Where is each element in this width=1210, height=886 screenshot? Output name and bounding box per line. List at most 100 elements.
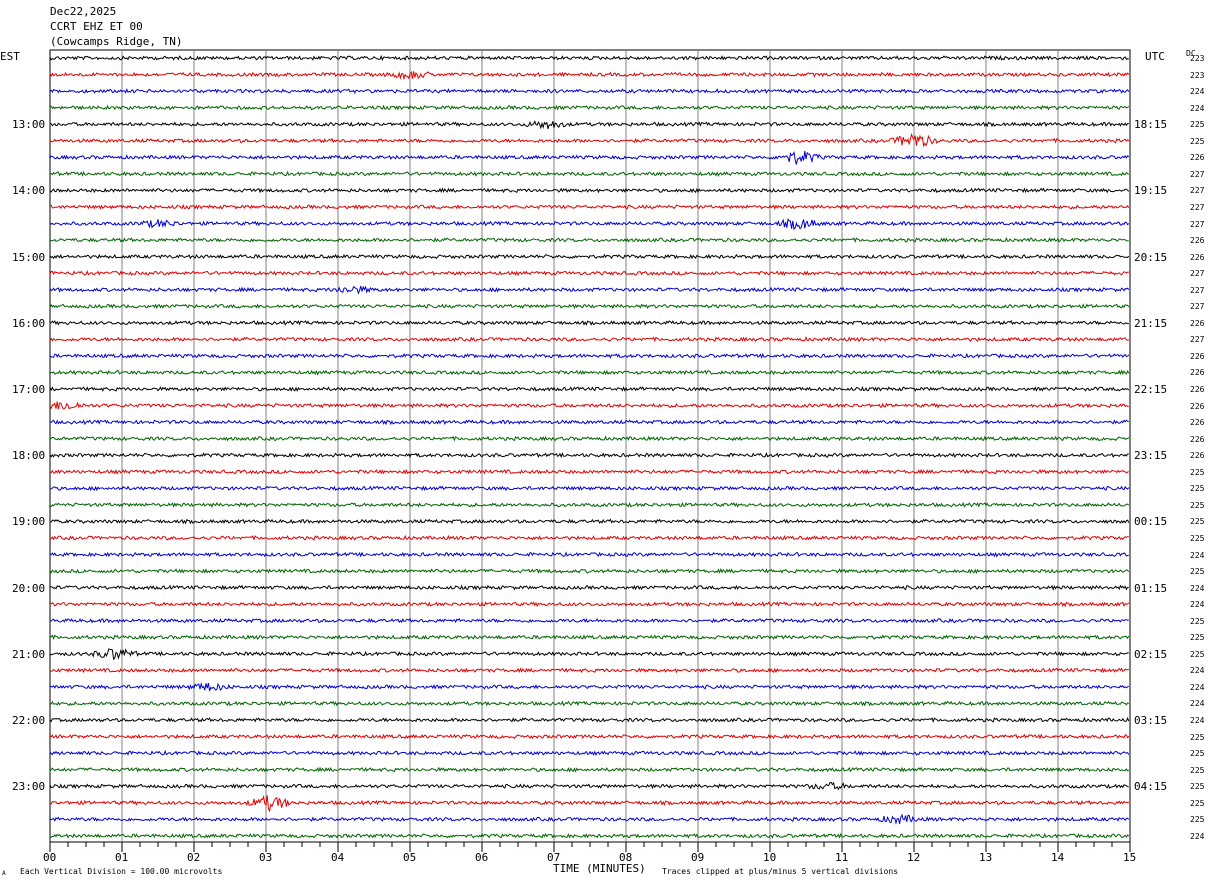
trace-row-44 (49, 781, 1129, 791)
dc-offset-value: 225 (1190, 749, 1205, 759)
dc-offset-value: 227 (1190, 302, 1205, 312)
trace-row-8 (49, 187, 1130, 194)
trace-row-34 (49, 617, 1129, 624)
trace-row-32 (49, 584, 1129, 591)
trace-row-1 (49, 70, 1130, 81)
right-time-label: 20:15 (1134, 250, 1168, 264)
dc-offset-value: 224 (1190, 682, 1205, 692)
trace-row-3 (49, 104, 1130, 111)
dc-offset-value: 225 (1190, 136, 1205, 146)
left-time-label: 22:00 (12, 714, 46, 727)
dc-offset-value: 226 (1190, 418, 1205, 428)
dc-offset-value: 227 (1190, 202, 1205, 212)
trace-row-11 (49, 236, 1129, 243)
right-time-label: 00:15 (1134, 515, 1168, 529)
x-tick-label: 08 (619, 851, 633, 864)
left-time-label: 15:00 (12, 250, 46, 264)
trace-row-23 (49, 435, 1130, 442)
dc-offset-value: 226 (1190, 401, 1205, 411)
left-time-label: 21:00 (12, 647, 46, 661)
trace-row-16 (49, 319, 1130, 326)
dc-offset-value: 225 (1190, 616, 1205, 626)
plot-frame (49, 49, 1131, 843)
trace-row-12 (49, 253, 1130, 260)
dc-offset-value: 226 (1190, 318, 1205, 328)
dc-offset-value: 226 (1190, 434, 1205, 444)
dc-offset-value: 223 (1190, 54, 1205, 63)
trace-row-45 (49, 795, 1129, 813)
x-tick-label: 12 (907, 851, 921, 864)
trace-row-28 (49, 518, 1130, 525)
trace-row-22 (49, 419, 1129, 426)
trace-row-31 (49, 567, 1130, 575)
x-tick-label: 07 (547, 851, 561, 864)
dc-offset-value: 224 (1190, 716, 1205, 725)
right-time-label: 18:15 (1134, 118, 1168, 132)
dc-offset-header: DC (1186, 49, 1196, 58)
trace-row-0 (49, 54, 1129, 62)
dc-offset-value: 226 (1190, 385, 1205, 394)
trace-row-26 (49, 485, 1130, 492)
dc-offset-value: 224 (1190, 87, 1205, 97)
station-location: (Cowcamps Ridge, TN) (50, 35, 183, 48)
trace-row-38 (49, 681, 1130, 692)
trace-row-9 (49, 203, 1130, 210)
dc-offset-value: 226 (1190, 236, 1205, 246)
plot-date: Dec22,2025 (50, 5, 117, 18)
dc-offset-value: 225 (1190, 500, 1205, 510)
right-time-label: 21:15 (1134, 316, 1168, 330)
x-tick-label: 13 (979, 851, 993, 864)
right-time-label: 03:15 (1134, 714, 1168, 727)
dc-offset-value: 227 (1190, 285, 1205, 295)
right-time-label: 19:15 (1134, 184, 1168, 198)
trace-row-37 (49, 667, 1129, 674)
trace-row-20 (49, 386, 1130, 392)
dc-offset-value: 227 (1190, 186, 1205, 196)
trace-row-39 (49, 700, 1130, 707)
dc-offset-value: 225 (1190, 732, 1205, 742)
x-tick-label: 00 (43, 851, 57, 864)
trace-row-10 (49, 218, 1130, 230)
dc-offset-value: 223 (1190, 70, 1205, 80)
trace-row-35 (49, 634, 1130, 641)
trace-row-4 (49, 120, 1129, 130)
trace-row-47 (50, 832, 1130, 839)
dc-offset-value: 224 (1190, 831, 1205, 841)
dc-offset-value: 225 (1190, 782, 1205, 792)
dc-offset-value: 227 (1190, 169, 1205, 179)
left-time-label: 14:00 (12, 184, 46, 198)
left-timezone-label: EST (0, 50, 20, 63)
left-time-label: 20:00 (12, 581, 46, 595)
trace-row-5 (49, 132, 1130, 148)
x-tick-label: 03 (259, 851, 273, 864)
left-time-label: 17:00 (12, 383, 46, 396)
dc-offset-value: 225 (1190, 517, 1205, 527)
trace-row-2 (49, 88, 1130, 94)
trace-row-30 (49, 551, 1129, 558)
dc-offset-value: 225 (1190, 567, 1205, 577)
station-id: CCRT EHZ ET 00 (50, 20, 143, 33)
right-time-label: 04:15 (1134, 780, 1168, 794)
dc-offset-value: 225 (1190, 120, 1205, 130)
trace-row-15 (49, 303, 1130, 310)
trace-row-18 (49, 352, 1130, 359)
dc-offset-value: 227 (1190, 335, 1205, 345)
x-tick-label: 10 (763, 851, 777, 864)
dc-offset-value: 224 (1190, 583, 1205, 593)
trace-row-24 (49, 451, 1129, 459)
trace-row-13 (49, 270, 1129, 277)
x-axis-title: TIME (MINUTES) (553, 862, 646, 875)
trace-row-25 (49, 468, 1129, 475)
trace-row-33 (49, 601, 1130, 608)
x-tick-label: 15 (1123, 851, 1137, 864)
x-tick-label: 14 (1051, 851, 1065, 864)
right-timezone-label: UTC (1145, 50, 1165, 63)
dc-offset-value: 226 (1190, 252, 1205, 262)
dc-offset-value: 224 (1190, 600, 1205, 610)
corner-mark: A (2, 870, 6, 877)
x-tick-label: 06 (475, 851, 489, 864)
right-time-label: 02:15 (1134, 647, 1168, 661)
x-tick-label: 09 (691, 851, 705, 864)
x-tick-label: 04 (331, 851, 345, 864)
trace-row-40 (49, 716, 1130, 723)
